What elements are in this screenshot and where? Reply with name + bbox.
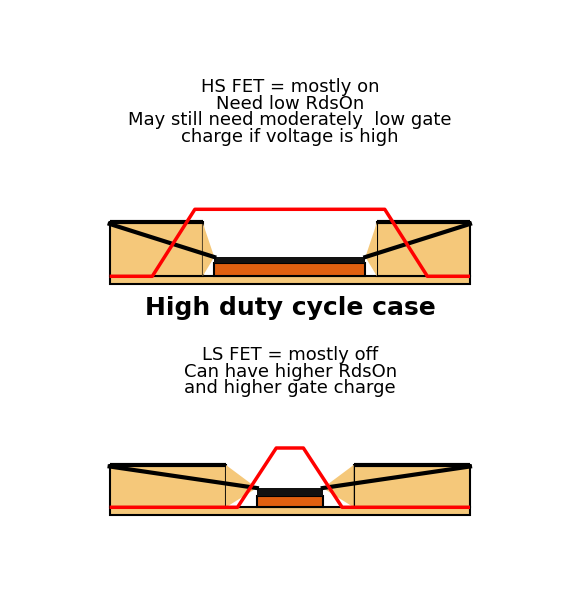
Polygon shape bbox=[109, 507, 470, 515]
Text: Can have higher RdsOn: Can have higher RdsOn bbox=[184, 362, 397, 380]
Polygon shape bbox=[226, 465, 257, 507]
Polygon shape bbox=[377, 222, 470, 276]
Text: and higher gate charge: and higher gate charge bbox=[184, 379, 396, 397]
Polygon shape bbox=[354, 465, 470, 507]
Polygon shape bbox=[109, 276, 470, 284]
Text: May still need moderately  low gate: May still need moderately low gate bbox=[129, 111, 452, 129]
Polygon shape bbox=[365, 222, 377, 276]
Polygon shape bbox=[109, 222, 202, 276]
Polygon shape bbox=[257, 488, 323, 495]
Text: LS FET = mostly off: LS FET = mostly off bbox=[202, 346, 378, 364]
Text: HS FET = mostly on: HS FET = mostly on bbox=[201, 78, 379, 96]
Text: charge if voltage is high: charge if voltage is high bbox=[181, 128, 399, 146]
Polygon shape bbox=[323, 465, 354, 507]
Text: High duty cycle case: High duty cycle case bbox=[145, 296, 435, 320]
Polygon shape bbox=[109, 465, 226, 507]
Text: Need low RdsOn: Need low RdsOn bbox=[216, 95, 365, 113]
Polygon shape bbox=[202, 222, 214, 276]
Polygon shape bbox=[214, 257, 365, 263]
Polygon shape bbox=[257, 495, 323, 507]
Polygon shape bbox=[214, 263, 365, 276]
